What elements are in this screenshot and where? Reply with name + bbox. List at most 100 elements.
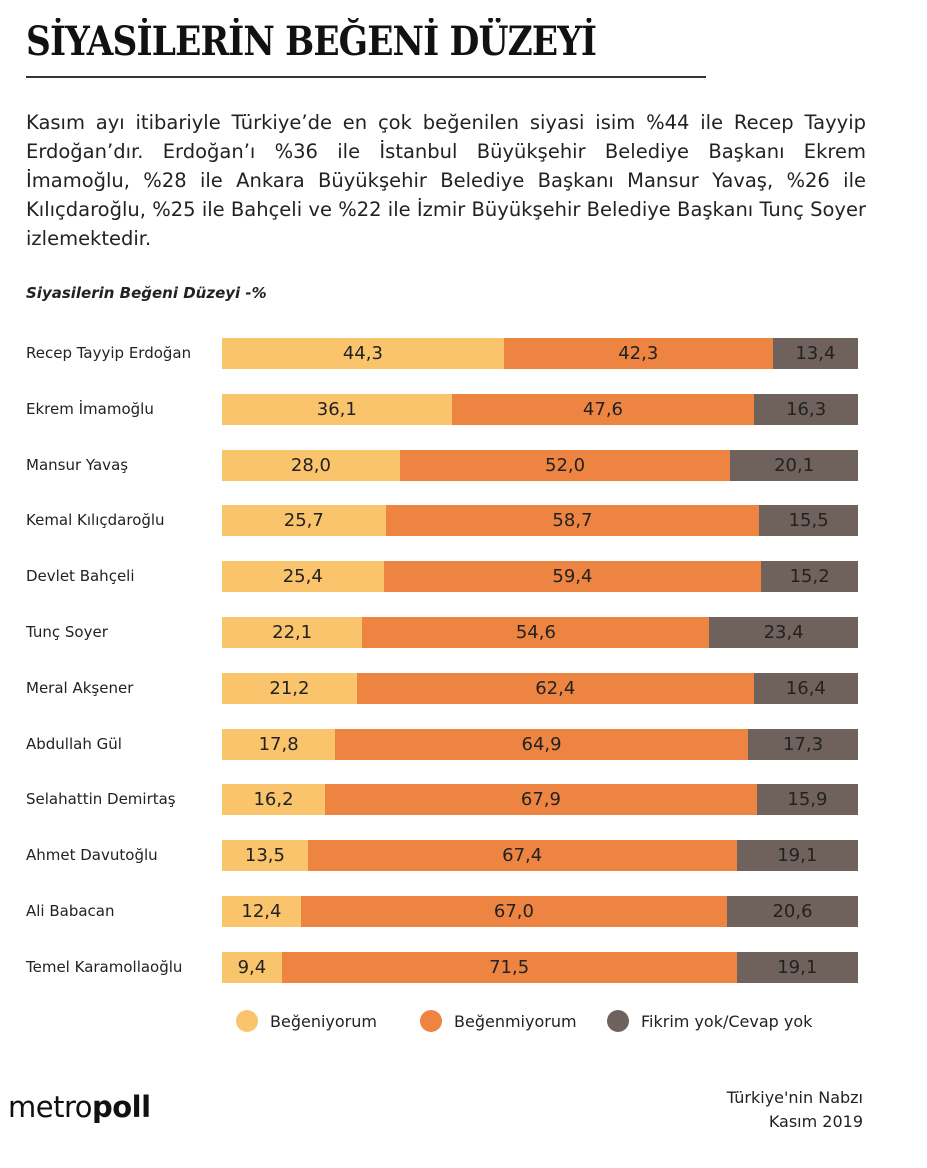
bar-segment	[385, 505, 760, 537]
data-label: 58,7	[552, 510, 593, 532]
data-label: 44,3	[342, 343, 383, 364]
category-label: Ali Babacan	[26, 902, 115, 920]
data-label: 20,1	[774, 454, 815, 476]
bar-segment	[222, 505, 386, 537]
data-label: 36,1	[316, 398, 357, 420]
category-label: Abdullah Gül	[26, 734, 122, 753]
legend-label: Fikrim yok/Cevap yok	[641, 1011, 813, 1031]
bar-segment	[747, 728, 858, 760]
data-label: 52,0	[545, 454, 586, 476]
bar-segment	[761, 561, 858, 593]
page-title: SİYASİLERİN BEĞENİ DÜZEYİ	[26, 18, 597, 65]
bar-segment	[759, 505, 858, 537]
category-label: Ekrem İmamoğlu	[26, 399, 154, 418]
bar-segment	[300, 896, 727, 927]
title-divider	[26, 76, 706, 78]
data-label: 25,4	[282, 566, 323, 588]
data-label: 71,5	[489, 956, 530, 978]
data-label: 19,1	[777, 845, 818, 867]
data-label: 12,4	[241, 901, 282, 922]
legend-swatch-like	[236, 1010, 258, 1032]
bar-segment	[222, 449, 400, 481]
bar-segment	[736, 840, 858, 872]
metropoll-logo: metropoll	[8, 1090, 151, 1124]
data-label: 9,4	[237, 956, 267, 978]
bar-segment	[222, 784, 326, 816]
legend-label: Beğenmiyorum	[454, 1011, 577, 1031]
data-label: 67,0	[493, 901, 534, 922]
data-label: 17,3	[782, 733, 824, 755]
bar-segment	[451, 393, 755, 425]
legend-item-no-opinion: Fikrim yok/Cevap yok	[607, 1010, 812, 1032]
legend-swatch-dislike	[420, 1010, 442, 1032]
bar-segment	[335, 728, 748, 760]
bar-segment	[222, 728, 336, 760]
bar-segment	[356, 672, 754, 704]
bar-segment	[772, 338, 858, 369]
category-label: Tunç Soyer	[26, 623, 108, 641]
bar-segment	[222, 561, 384, 593]
data-label: 21,2	[269, 677, 310, 699]
bar-segment	[222, 840, 308, 872]
bar-segment	[362, 617, 710, 648]
data-label: 16,2	[253, 789, 294, 811]
bar-segment	[754, 393, 858, 425]
category-label: Meral Akşener	[26, 678, 134, 697]
data-label: 67,9	[520, 789, 561, 811]
data-label: 16,3	[786, 398, 827, 420]
data-label: 25,7	[283, 510, 324, 532]
legend-item-dislike: Beğenmiyorum	[420, 1010, 577, 1032]
category-label: Selahattin Demirtaş	[26, 790, 176, 809]
data-label: 64,9	[521, 733, 562, 755]
data-label: 15,2	[789, 566, 830, 588]
data-label: 13,4	[795, 343, 836, 364]
category-label: Temel Karamollaoğlu	[26, 957, 183, 976]
data-label: 15,9	[787, 789, 828, 811]
category-label: Ahmet Davutoğlu	[26, 846, 158, 865]
chart-title: Siyasilerin Beğeni Düzeyi -%	[26, 284, 267, 302]
data-label: 20,6	[772, 901, 813, 922]
category-label: Mansur Yavaş	[26, 455, 129, 474]
data-label: 62,4	[535, 677, 576, 699]
data-label: 15,5	[788, 510, 829, 532]
source-note: Türkiye'nin Nabzı Kasım 2019	[727, 1086, 863, 1134]
bar-segment	[753, 672, 858, 704]
data-label: 42,3	[618, 343, 659, 364]
data-label: 13,5	[244, 845, 285, 867]
data-label: 22,1	[272, 622, 313, 643]
category-label: Kemal Kılıçdaroğlu	[26, 511, 165, 530]
data-label: 17,8	[258, 733, 299, 755]
bar-segment	[222, 672, 357, 704]
bar-segment	[222, 338, 504, 369]
data-label: 28,0	[290, 454, 331, 476]
bar-segment	[709, 617, 858, 648]
bar-segment	[383, 561, 762, 593]
legend-label: Beğeniyorum	[270, 1011, 377, 1031]
bar-segment	[222, 617, 363, 648]
bar-segment	[726, 896, 858, 927]
source-line-1: Türkiye'nin Nabzı	[726, 1088, 863, 1107]
bar-segment	[730, 449, 858, 481]
bar-segment	[307, 840, 737, 872]
bar-segment	[222, 896, 301, 927]
bar-segment	[222, 951, 282, 983]
data-label: 54,6	[515, 622, 556, 643]
bar-segment	[503, 338, 773, 369]
data-label: 59,4	[552, 566, 593, 588]
category-label: Devlet Bahçeli	[26, 567, 135, 586]
bar-segment	[281, 951, 737, 983]
bar-segment	[222, 393, 452, 425]
legend-item-like: Beğeniyorum	[236, 1010, 377, 1032]
category-label: Recep Tayyip Erdoğan	[26, 344, 192, 362]
bar-segment	[325, 784, 757, 816]
bar-segment	[399, 449, 731, 481]
data-label: 47,6	[582, 398, 623, 420]
legend-swatch-no-opinion	[607, 1010, 629, 1032]
data-label: 19,1	[777, 956, 818, 978]
bar-segment	[736, 951, 858, 983]
data-label: 67,4	[502, 845, 543, 867]
source-line-2: Kasım 2019	[768, 1112, 863, 1131]
data-label: 23,4	[763, 622, 804, 643]
intro-paragraph: Kasım ayı itibariyle Türkiye’de en çok b…	[26, 111, 866, 250]
data-label: 16,4	[785, 677, 826, 699]
